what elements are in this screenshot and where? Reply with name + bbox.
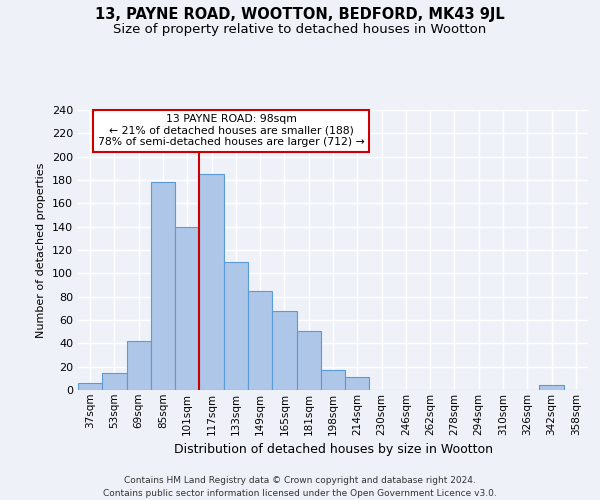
Bar	[127, 341, 151, 390]
Bar	[272, 310, 296, 390]
Bar	[224, 262, 248, 390]
Text: Distribution of detached houses by size in Wootton: Distribution of detached houses by size …	[173, 442, 493, 456]
Text: 13 PAYNE ROAD: 98sqm
← 21% of detached houses are smaller (188)
78% of semi-deta: 13 PAYNE ROAD: 98sqm ← 21% of detached h…	[98, 114, 364, 148]
Bar	[102, 372, 127, 390]
Bar	[321, 370, 345, 390]
Bar	[248, 291, 272, 390]
Text: Size of property relative to detached houses in Wootton: Size of property relative to detached ho…	[113, 22, 487, 36]
Bar	[199, 174, 224, 390]
Bar	[296, 330, 321, 390]
Bar	[78, 383, 102, 390]
Y-axis label: Number of detached properties: Number of detached properties	[37, 162, 46, 338]
Bar	[175, 226, 199, 390]
Bar	[151, 182, 175, 390]
Bar	[539, 386, 564, 390]
Text: Contains HM Land Registry data © Crown copyright and database right 2024.
Contai: Contains HM Land Registry data © Crown c…	[103, 476, 497, 498]
Text: 13, PAYNE ROAD, WOOTTON, BEDFORD, MK43 9JL: 13, PAYNE ROAD, WOOTTON, BEDFORD, MK43 9…	[95, 8, 505, 22]
Bar	[345, 377, 370, 390]
